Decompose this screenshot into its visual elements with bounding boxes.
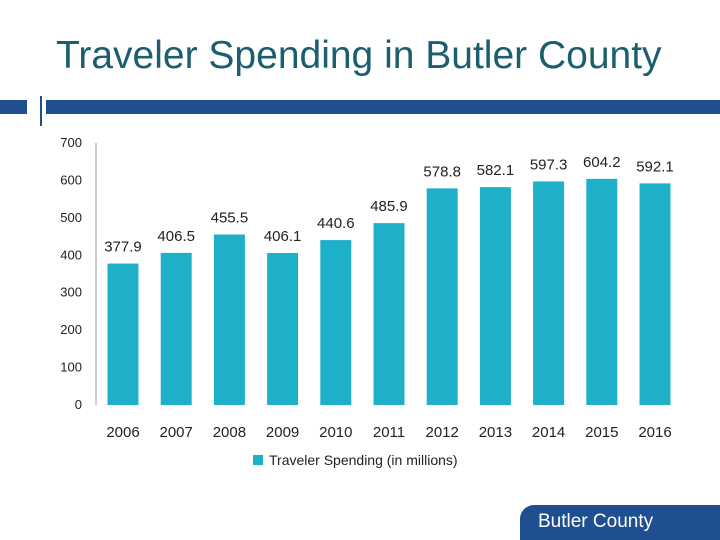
data-label-2007: 406.5 <box>157 228 195 245</box>
bar-2008 <box>213 234 245 405</box>
y-tick-label: 700 <box>60 135 82 150</box>
x-tick-label-2007: 2007 <box>160 424 193 441</box>
data-label-2008: 455.5 <box>211 210 249 227</box>
data-label-2006: 377.9 <box>104 239 142 256</box>
bar-2014 <box>533 181 565 405</box>
x-tick-label-2006: 2006 <box>106 424 139 441</box>
y-tick-label: 300 <box>60 285 82 300</box>
x-tick-label-2016: 2016 <box>638 424 671 441</box>
x-tick-label-2009: 2009 <box>266 424 299 441</box>
y-tick-label: 200 <box>60 322 82 337</box>
y-tick-label: 600 <box>60 172 82 187</box>
x-tick-label-2015: 2015 <box>585 424 618 441</box>
butler-county-logo: Butler County <box>520 505 720 540</box>
y-tick-label: 400 <box>60 247 82 262</box>
x-tick-label-2012: 2012 <box>426 424 459 441</box>
bar-2011 <box>373 223 405 405</box>
bar-2012 <box>426 188 458 405</box>
y-tick-label: 500 <box>60 210 82 225</box>
title-divider-right <box>46 100 720 114</box>
x-tick-label-2013: 2013 <box>479 424 512 441</box>
legend-label: Traveler Spending (in millions) <box>269 452 458 468</box>
title-divider-notch <box>40 96 42 126</box>
bar-2007 <box>160 252 192 405</box>
bar-2013 <box>479 187 511 405</box>
data-label-2012: 578.8 <box>423 163 461 180</box>
data-label-2015: 604.2 <box>583 154 621 171</box>
bar-2016 <box>639 183 671 405</box>
bar-2015 <box>586 178 618 405</box>
x-tick-label-2008: 2008 <box>213 424 246 441</box>
bar-2009 <box>267 253 299 405</box>
y-tick-label: 100 <box>60 360 82 375</box>
y-tick-label: 0 <box>75 397 82 412</box>
data-label-2013: 582.1 <box>477 162 515 179</box>
x-tick-label-2011: 2011 <box>373 424 405 441</box>
data-label-2014: 597.3 <box>530 156 568 173</box>
x-tick-label-2010: 2010 <box>319 424 352 441</box>
bar-2006 <box>107 263 139 405</box>
chart-legend: Traveler Spending (in millions) <box>253 452 458 468</box>
data-label-2009: 406.1 <box>264 228 302 245</box>
data-label-2016: 592.1 <box>636 158 674 175</box>
bar-2010 <box>320 240 352 405</box>
logo-text: Butler County <box>538 511 654 532</box>
slide-title: Traveler Spending in Butler County <box>56 34 662 77</box>
data-label-2011: 485.9 <box>370 198 408 215</box>
title-divider-left <box>0 100 27 114</box>
x-tick-label-2014: 2014 <box>532 424 565 441</box>
legend-swatch <box>253 455 263 465</box>
data-label-2010: 440.6 <box>317 215 355 232</box>
